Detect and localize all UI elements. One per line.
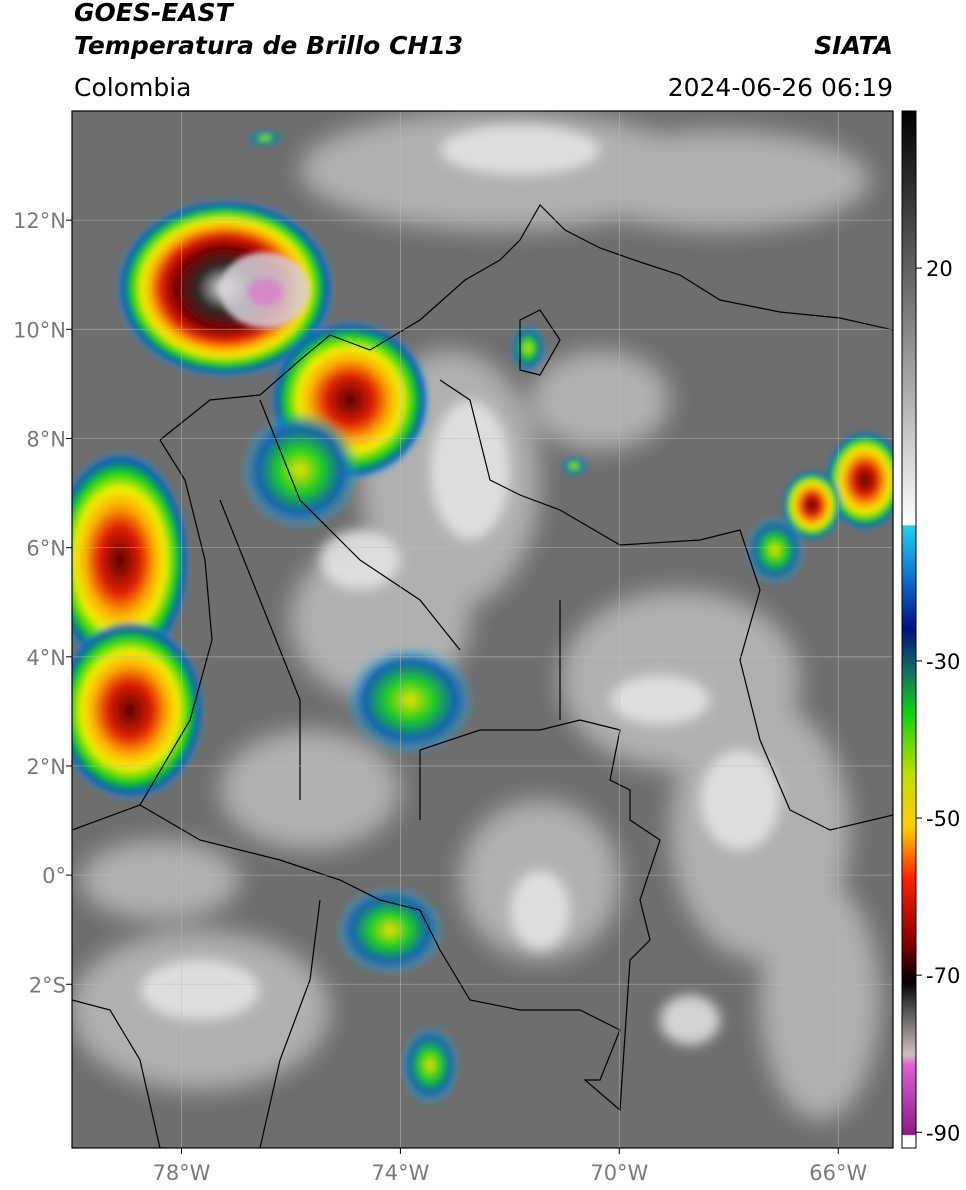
datetime: 2024-06-26 06:19 [668, 73, 893, 102]
y-tick-label: 2°N [26, 755, 66, 779]
x-tick-label: 70°W [590, 1161, 648, 1185]
colorbar-tick-label: -50 [926, 807, 960, 831]
colorbar-tick-label: -70 [926, 964, 960, 988]
colorbar [901, 110, 917, 1149]
title: GOES-EAST [74, 0, 235, 27]
y-tick-label: 0° [42, 864, 66, 888]
x-tick-label: 66°W [809, 1161, 867, 1185]
y-tick-label: 10°N [13, 318, 66, 342]
subtitle: Temperatura de Brillo CH13 [74, 31, 463, 60]
y-tick-label: 8°N [26, 427, 66, 451]
map-frame [71, 110, 894, 1149]
y-tick-label: 4°N [26, 646, 66, 670]
y-tick-label: 6°N [26, 537, 66, 561]
colorbar-tick-label: 20 [926, 257, 953, 281]
colorbar-tick-label: -30 [926, 650, 960, 674]
satellite-image [72, 111, 893, 1148]
axes: 78°W 74°W 70°W 66°W 12°N 10°N 8°N 6°N 4°N 2°N 0° 2°… [13, 209, 867, 1185]
colorbar-tick-label: -90 [926, 1121, 960, 1145]
x-tick-label: 74°W [371, 1161, 429, 1185]
colorbar-ticks: 20 -30 -50 -70 -90 [916, 257, 960, 1145]
region: Colombia [74, 73, 191, 102]
y-tick-label: 12°N [13, 209, 66, 233]
grid [72, 111, 893, 1148]
y-tick-label: 2°S [29, 973, 66, 997]
x-tick-label: 78°W [152, 1161, 210, 1185]
source: SIATA [814, 31, 893, 60]
